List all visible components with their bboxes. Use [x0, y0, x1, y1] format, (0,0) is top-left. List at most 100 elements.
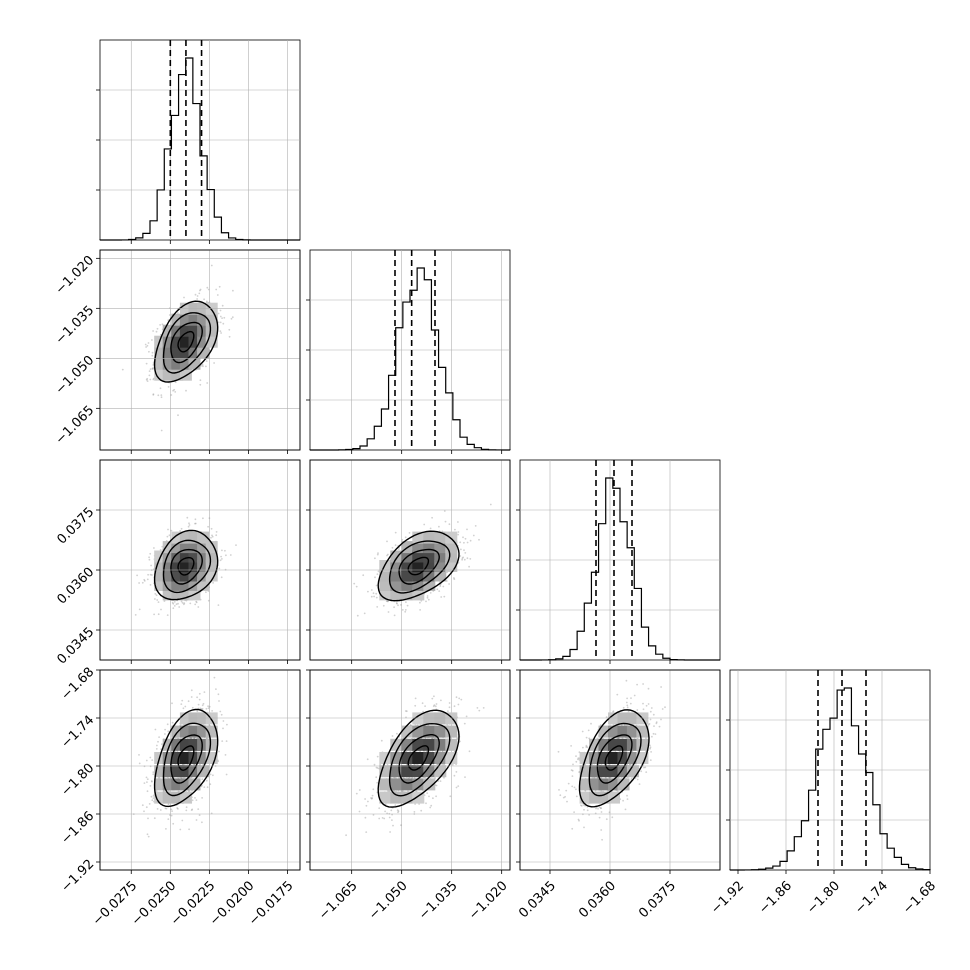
- sample-point: [210, 527, 213, 530]
- density-cell: [379, 569, 392, 582]
- density-cell: [412, 578, 425, 591]
- sample-point: [228, 328, 231, 331]
- sample-point: [408, 532, 411, 534]
- sample-point: [213, 362, 216, 364]
- sample-point: [153, 613, 156, 616]
- sample-point: [440, 699, 442, 702]
- sample-point: [160, 429, 163, 432]
- sample-point: [195, 819, 198, 821]
- sample-point: [173, 605, 176, 607]
- sample-point: [401, 609, 404, 611]
- sample-point: [391, 546, 394, 549]
- sample-point: [219, 710, 222, 713]
- sample-point: [430, 804, 433, 807]
- sample-point: [376, 767, 379, 769]
- sample-point: [391, 735, 394, 737]
- sample-point: [385, 600, 388, 602]
- sample-point: [373, 595, 375, 598]
- sample-point: [434, 737, 437, 740]
- density-cell: [379, 588, 392, 601]
- sample-point: [394, 804, 397, 807]
- sample-point: [167, 803, 170, 806]
- sample-point: [197, 606, 200, 608]
- sample-point: [203, 786, 206, 788]
- sample-point: [220, 576, 223, 579]
- sample-point: [146, 833, 149, 836]
- sample-point: [367, 590, 369, 593]
- sample-point: [364, 798, 366, 800]
- sample-point: [427, 598, 430, 601]
- sample-point: [428, 795, 430, 798]
- sample-point: [171, 810, 174, 812]
- sample-point: [453, 578, 456, 580]
- sample-point: [222, 727, 224, 730]
- sample-point: [409, 724, 412, 726]
- sample-point: [170, 394, 173, 396]
- contour-level-0: [177, 330, 195, 353]
- density-cell: [412, 588, 425, 601]
- sample-point: [489, 503, 492, 506]
- sample-point: [179, 828, 182, 831]
- sample-point: [219, 321, 222, 324]
- sample-point: [453, 577, 455, 579]
- sample-point: [207, 599, 210, 602]
- sample-point: [431, 516, 433, 519]
- sample-point: [177, 312, 179, 314]
- histogram-1: [310, 267, 511, 451]
- sample-point: [433, 695, 435, 698]
- density-cell: [423, 712, 436, 725]
- density-cell: [423, 550, 436, 563]
- sample-point: [212, 774, 214, 777]
- sample-point: [152, 797, 155, 799]
- sample-point: [156, 599, 159, 601]
- sample-point: [145, 378, 148, 381]
- sample-point: [220, 332, 223, 334]
- sample-point: [649, 710, 652, 713]
- sample-point: [196, 696, 199, 699]
- sample-point: [405, 601, 407, 603]
- scatter-panel-2-1: [306, 459, 511, 664]
- sample-point: [396, 809, 399, 811]
- sample-point: [215, 688, 217, 690]
- sample-point: [355, 792, 358, 795]
- sample-point: [189, 737, 192, 740]
- sample-point: [145, 346, 148, 348]
- sample-point: [377, 570, 380, 573]
- sample-point: [205, 365, 207, 368]
- sample-point: [183, 296, 185, 299]
- sample-point: [374, 576, 376, 579]
- sample-point: [164, 807, 167, 810]
- sample-point: [228, 335, 231, 338]
- sample-point: [396, 602, 398, 605]
- density-cell: [412, 765, 425, 778]
- sample-point: [172, 822, 175, 825]
- sample-point: [158, 736, 161, 738]
- sample-point: [146, 781, 148, 783]
- sample-point: [194, 518, 197, 521]
- sample-point: [375, 584, 378, 587]
- sample-point: [605, 818, 608, 821]
- sample-point: [157, 740, 159, 743]
- density-cell: [412, 560, 425, 572]
- sample-point: [184, 705, 187, 708]
- sample-point: [160, 396, 163, 399]
- sample-point: [220, 713, 223, 716]
- sample-point: [159, 324, 162, 326]
- contour-level-0: [177, 556, 195, 576]
- sample-point: [151, 354, 154, 357]
- sample-point: [448, 523, 451, 526]
- sample-point: [152, 364, 155, 366]
- sample-point: [197, 808, 200, 810]
- sample-point: [451, 763, 454, 766]
- panel-border: [99, 459, 301, 661]
- sample-point: [378, 807, 381, 810]
- sample-point: [367, 800, 369, 803]
- sample-point: [389, 831, 391, 833]
- sample-point: [459, 740, 461, 743]
- sample-point: [169, 814, 171, 816]
- density-cell: [401, 738, 414, 751]
- histogram-0: [100, 57, 300, 241]
- sample-point: [149, 756, 152, 759]
- sample-point: [171, 721, 174, 724]
- sample-point: [218, 285, 221, 288]
